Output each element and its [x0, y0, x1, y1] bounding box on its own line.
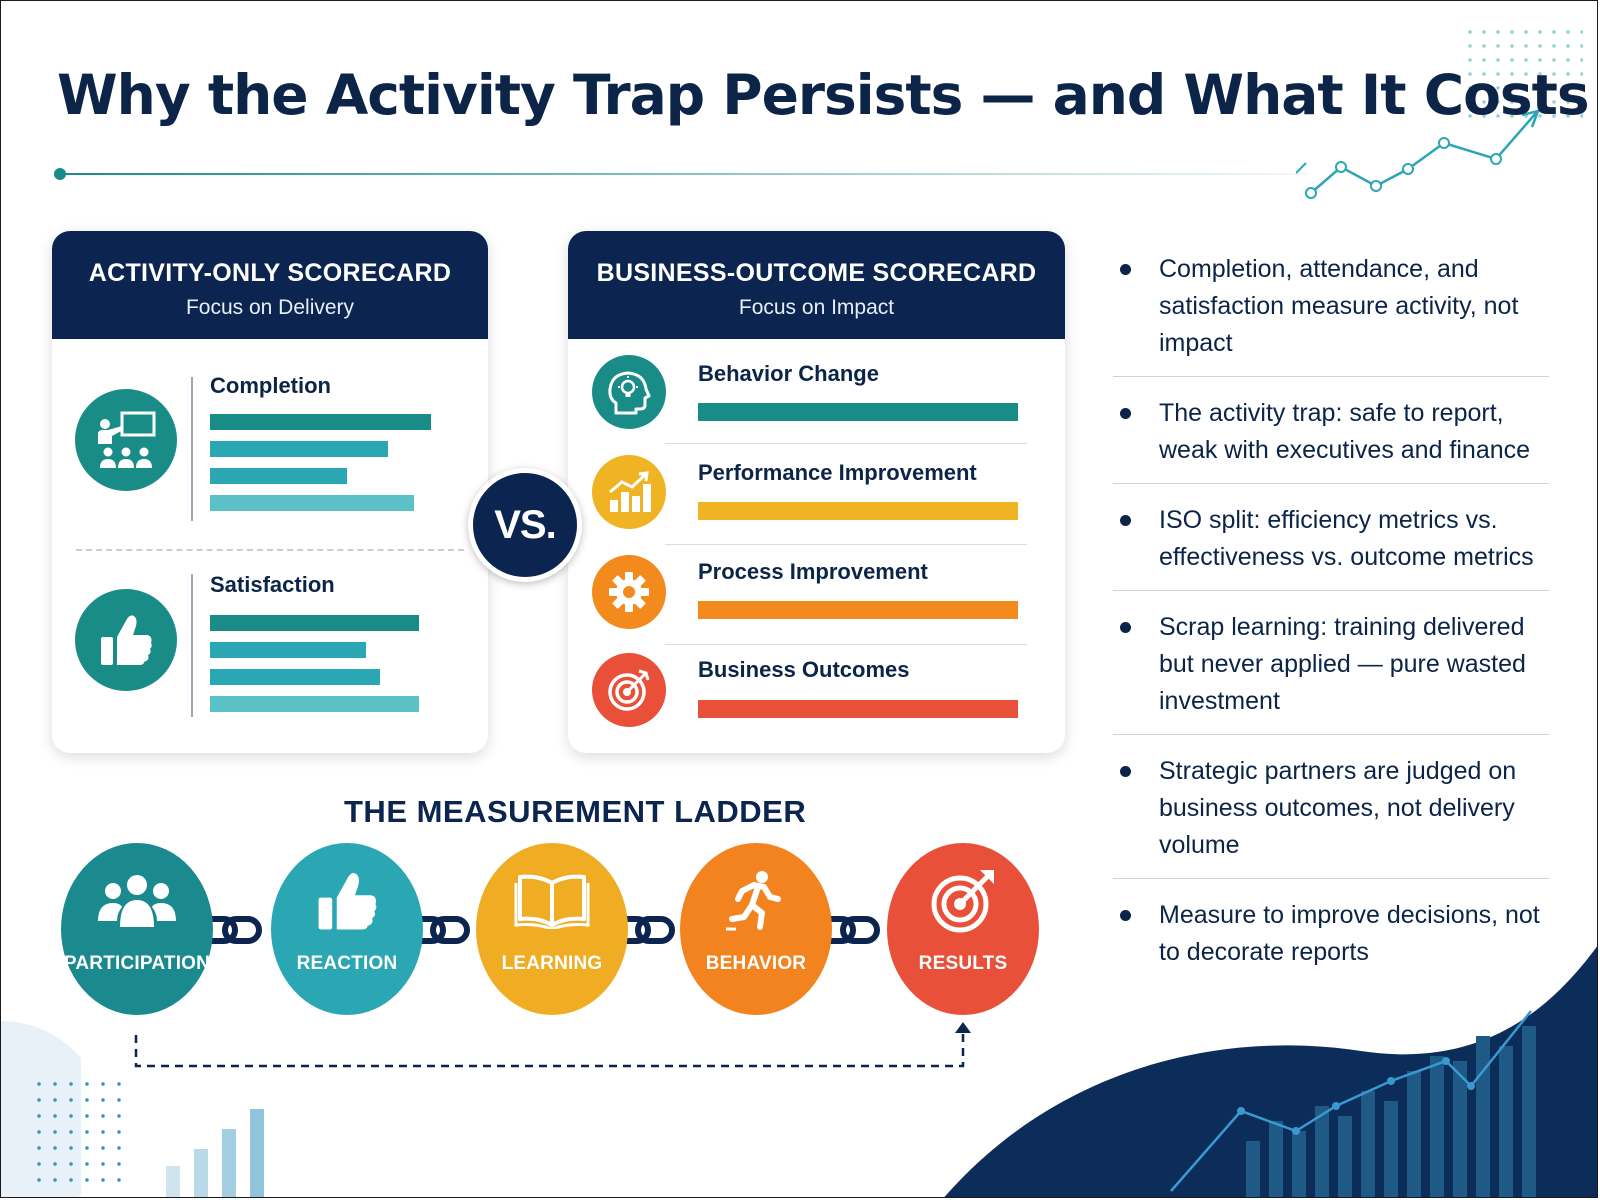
- decorative-bar-chart-icon: [166, 1109, 264, 1197]
- metric-label-completion: Completion: [210, 373, 331, 398]
- bullet-text: Measure to improve decisions, not to dec…: [1159, 901, 1540, 966]
- ladder-step-label: REACTION: [296, 953, 398, 974]
- bullet-text: Strategic partners are judged on busines…: [1159, 757, 1517, 859]
- decorative-dots-top-right: [1463, 25, 1583, 125]
- key-points-list: Completion, attendance, and satisfaction…: [1113, 251, 1549, 971]
- outcome-card-subtitle: Focus on Impact: [738, 296, 895, 319]
- ladder-step-reaction: REACTION: [271, 843, 423, 1015]
- bullet-divider: [1113, 483, 1549, 484]
- bullet-dot: [1120, 515, 1131, 526]
- ladder-step-label: PARTICIPATION: [63, 953, 211, 974]
- metric-label-process-improvement: Process Improvement: [698, 559, 928, 584]
- bullet-item: Scrap learning: training delivered but n…: [1113, 609, 1549, 720]
- row-divider: [665, 443, 1027, 444]
- bullet-item: The activity trap: safe to report, weak …: [1113, 395, 1549, 469]
- activity-card-subtitle: Focus on Delivery: [185, 296, 355, 319]
- target-icon: [592, 653, 666, 727]
- divider-line: [191, 377, 193, 521]
- decorative-dots-bottom-left: [31, 1076, 131, 1186]
- ladder-title: THE MEASUREMENT LADDER: [344, 794, 807, 829]
- row-divider: [665, 544, 1027, 545]
- activity-metric-bar: [210, 495, 414, 511]
- activity-only-scorecard: ACTIVITY-ONLY SCORECARD Focus on Deliver…: [52, 231, 488, 753]
- ladder-step-label: RESULTS: [918, 953, 1008, 974]
- bullet-divider: [1113, 376, 1549, 377]
- divider-line: [191, 574, 193, 717]
- decorative-navy-wave: [944, 946, 1597, 1197]
- vs-badge: VS.: [468, 468, 582, 582]
- bullet-divider: [1113, 590, 1549, 591]
- bullet-dot: [1120, 264, 1131, 275]
- target-arrow-icon: [928, 865, 998, 937]
- metric-label-behavior-change: Behavior Change: [698, 361, 879, 386]
- thumbs-up-icon: [75, 589, 177, 691]
- people-group-icon: [96, 865, 178, 937]
- activity-metric-bar: [210, 414, 431, 430]
- bullet-item: Strategic partners are judged on busines…: [1113, 753, 1549, 864]
- trend-line-icon: [1296, 109, 1541, 199]
- ladder-step-label: LEARNING: [501, 953, 603, 974]
- running-person-icon: [724, 865, 788, 937]
- activity-metric-bar: [210, 642, 366, 658]
- outcome-card-header: BUSINESS-OUTCOME SCORECARD Focus on Impa…: [568, 231, 1065, 339]
- title-underline: [54, 168, 1310, 180]
- metric-label-satisfaction: Satisfaction: [210, 572, 335, 597]
- ladder-step-participation: PARTICIPATION: [61, 843, 213, 1015]
- activity-metric-bar: [210, 468, 347, 484]
- dashed-return-arrow: [134, 1022, 971, 1068]
- performance-improvement-bar: [698, 502, 1018, 520]
- bullet-item: Measure to improve decisions, not to dec…: [1113, 897, 1549, 971]
- bullet-dot: [1120, 408, 1131, 419]
- activity-card-title: ACTIVITY-ONLY SCORECARD: [88, 259, 452, 287]
- bullet-item: ISO split: efficiency metrics vs. effect…: [1113, 502, 1549, 576]
- business-outcomes-bar: [698, 700, 1018, 718]
- behavior-change-bar: [698, 403, 1018, 421]
- dashed-divider: [76, 549, 464, 551]
- ladder-step-results: RESULTS: [887, 843, 1039, 1015]
- thumbs-up-icon: [314, 865, 380, 937]
- head-lightbulb-icon: [592, 355, 666, 429]
- gear-icon: [592, 555, 666, 629]
- outcome-card-title: BUSINESS-OUTCOME SCORECARD: [596, 259, 1037, 287]
- ladder-step-label: BEHAVIOR: [705, 953, 807, 974]
- bullet-text: Scrap learning: training delivered but n…: [1159, 613, 1526, 715]
- bullet-item: Completion, attendance, and satisfaction…: [1113, 251, 1549, 362]
- business-outcome-scorecard: BUSINESS-OUTCOME SCORECARD Focus on Impa…: [568, 231, 1065, 753]
- bullet-dot: [1120, 910, 1131, 921]
- page-title: Why the Activity Trap Persists — and Wha…: [57, 63, 1590, 127]
- activity-metric-bar: [210, 441, 388, 457]
- process-improvement-bar: [698, 601, 1018, 619]
- bullet-text: Completion, attendance, and satisfaction…: [1159, 255, 1519, 357]
- row-divider: [665, 644, 1027, 645]
- bullet-dot: [1120, 622, 1131, 633]
- activity-metric-bar: [210, 615, 419, 631]
- activity-card-header: ACTIVITY-ONLY SCORECARD Focus on Deliver…: [52, 231, 488, 339]
- bullet-divider: [1113, 734, 1549, 735]
- metric-label-performance-improvement: Performance Improvement: [698, 460, 977, 485]
- bullet-text: The activity trap: safe to report, weak …: [1159, 399, 1531, 464]
- ladder-step-learning: LEARNING: [476, 843, 628, 1015]
- metric-label-business-outcomes: Business Outcomes: [698, 657, 910, 682]
- presentation-icon: [75, 389, 177, 491]
- bullet-dot: [1120, 766, 1131, 777]
- bullet-text: ISO split: efficiency metrics vs. effect…: [1159, 506, 1534, 571]
- ladder-step-behavior: BEHAVIOR: [680, 843, 832, 1015]
- open-book-icon: [514, 865, 590, 937]
- bullet-divider: [1113, 878, 1549, 879]
- activity-metric-bar: [210, 669, 380, 685]
- rising-bar-chart-icon: [592, 455, 666, 529]
- activity-metric-bar: [210, 696, 419, 712]
